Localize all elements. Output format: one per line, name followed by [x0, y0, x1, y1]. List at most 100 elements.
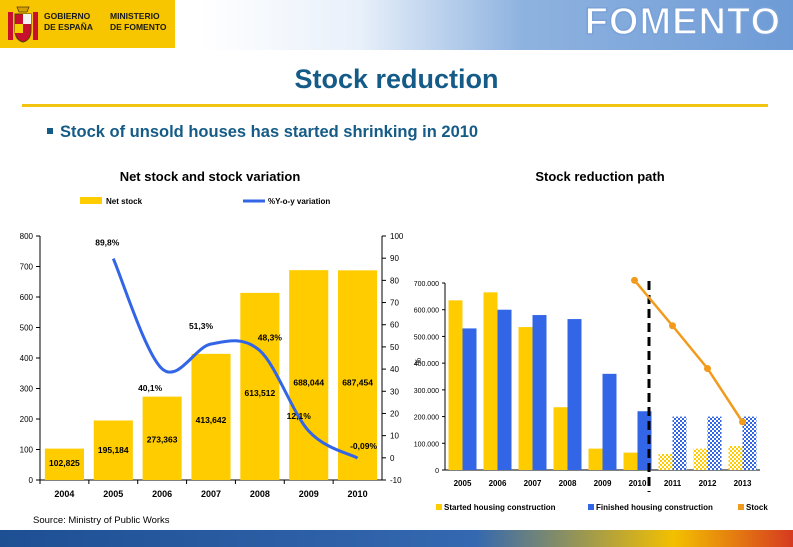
chart1-right-tick-label: 0 [390, 454, 395, 463]
chart2-legend-swatch-finished [588, 504, 594, 510]
gov-line-1: GOBIERNO [44, 11, 91, 21]
chart1-bar-net-stock [240, 292, 280, 480]
chart2-x-tick-label: 2008 [559, 479, 577, 488]
chart2-y-tick-label: 300.000 [414, 388, 439, 395]
chart1-x-tick-label: 2009 [299, 489, 319, 499]
chart2-stock-point [631, 276, 638, 284]
chart1-right-tick-label: 10 [390, 432, 399, 441]
chart2-stock-point [704, 364, 711, 372]
chart1-bar-value-label: 273,363 [147, 434, 178, 444]
chart2-x-tick-label: 2009 [594, 479, 612, 488]
chart2-x-tick-label: 2011 [664, 479, 682, 488]
chart1-x-tick-label: 2005 [103, 489, 123, 499]
chart2-title: Stock reduction path [535, 169, 665, 184]
chart1-bar-net-stock [191, 353, 231, 480]
chart1-right-tick-label: 60 [390, 321, 399, 330]
chart2-line-stock [633, 279, 744, 423]
chart2-bar-finished [707, 416, 722, 470]
chart1-x-tick-label: 2007 [201, 489, 221, 499]
chart1-left-tick-label: 200 [20, 415, 34, 424]
chart2-x-tick-label: 2007 [524, 479, 542, 488]
coat-of-arms-icon [8, 6, 38, 43]
chart2-bar-finished [497, 309, 512, 470]
government-logo-block: GOBIERNO DE ESPAÑA MINISTERIO DE FOMENTO [0, 0, 175, 48]
chart1-left-tick-label: 600 [20, 293, 34, 302]
chart1-bar-net-stock [289, 270, 329, 480]
chart1-right-tick-label: 90 [390, 254, 399, 263]
bullet-square-icon [47, 127, 53, 134]
chart2-bar-finished [602, 373, 617, 470]
chart2-y-tick-label: 700.000 [414, 281, 439, 288]
ministry-line-1: MINISTERIO [110, 11, 160, 21]
chart1-line-value-label: 89,8% [95, 238, 120, 248]
chart2-bar-started [693, 448, 708, 470]
chart1-right-tick-label: -10 [390, 476, 402, 485]
chart2-bar-started [553, 407, 568, 470]
chart2-x-tick-label: 2012 [699, 479, 717, 488]
gov-name: GOBIERNO DE ESPAÑA [44, 11, 93, 33]
chart1-line-value-label: 51,3% [189, 321, 214, 331]
bullet-point: Stock of unsold houses has started shrin… [47, 123, 478, 142]
chart1-bar-value-label: 688,044 [293, 378, 324, 388]
chart2-y-tick-label: 600.000 [414, 308, 439, 315]
chart1-left-tick-label: 300 [20, 385, 34, 394]
chart1-x-tick-label: 2006 [152, 489, 172, 499]
chart1-left-tick-label: 400 [20, 354, 34, 363]
chart1-left-tick-label: 800 [20, 232, 34, 241]
chart2-y-tick-label: 200.000 [414, 415, 439, 422]
chart2-x-tick-label: 2006 [489, 479, 507, 488]
bullet-text: Stock of unsold houses has started shrin… [60, 123, 479, 141]
chart1-right-tick-label: 70 [390, 299, 399, 308]
chart1-right-tick-label: 30 [390, 387, 399, 396]
chart2-x-tick-label: 2013 [734, 479, 752, 488]
chart2-bar-finished [742, 416, 757, 470]
chart2-bar-finished [462, 328, 477, 470]
chart2-bar-started [448, 300, 463, 470]
chart1-left-tick-label: 700 [20, 263, 34, 272]
title-divider [22, 104, 768, 107]
chart1-line-value-label: 40,1% [138, 383, 163, 393]
chart1-bar-net-stock [338, 270, 378, 480]
chart1-bar-net-stock [44, 448, 84, 480]
chart1-right-tick-label: 100 [390, 232, 404, 241]
chart2-bar-started [588, 448, 603, 470]
chart2-legend-swatch-started [436, 504, 442, 510]
footer-bar [0, 530, 793, 547]
chart2-bar-started [483, 292, 498, 470]
chart1-left-tick-label: 0 [29, 476, 34, 485]
chart1-legend-swatch-net-stock [80, 197, 102, 204]
gov-line-2: DE ESPAÑA [44, 22, 93, 32]
chart1-bar-value-label: 102,825 [49, 458, 80, 468]
chart2-bar-started [658, 453, 673, 470]
chart2-bar-started [728, 445, 743, 470]
chart2-x-tick-label: 2010 [629, 479, 647, 488]
chart2-bar-started [623, 452, 638, 470]
slide-title: Stock reduction [294, 64, 499, 94]
chart1-line-value-label: 48,3% [258, 333, 283, 343]
chart1-left-tick-label: 500 [20, 324, 34, 333]
chart1-bar-value-label: 613,512 [244, 388, 275, 398]
chart2-stock-point [739, 418, 746, 426]
chart2-y-tick-label: 500.000 [414, 334, 439, 341]
chart1-line-yoy-variation [111, 258, 359, 460]
chart1-legend-label-net-stock: Net stock [106, 197, 143, 206]
chart1-bar-net-stock [93, 420, 133, 480]
chart1-bar-net-stock [142, 396, 182, 480]
chart1-line-value-label: -0,09% [350, 441, 377, 451]
ministry-line-2: DE FOMENTO [110, 22, 167, 32]
chart1-bar-value-label: 195,184 [98, 445, 129, 455]
chart1-right-axis-label: % [413, 358, 422, 365]
chart2-x-tick-label: 2005 [454, 479, 472, 488]
chart1-x-tick-label: 2008 [250, 489, 270, 499]
chart1-title: Net stock and stock variation [119, 169, 301, 184]
source-note: Source: Ministry of Public Works [33, 515, 170, 526]
header-bar: GOBIERNO DE ESPAÑA MINISTERIO DE FOMENTO… [0, 0, 793, 50]
chart1-line-value-label: 12,1% [287, 411, 312, 421]
chart2-stock-point [669, 322, 676, 330]
chart1-right-tick-label: 50 [390, 343, 399, 352]
chart1-x-tick-label: 2004 [54, 489, 74, 499]
chart1-right-tick-label: 80 [390, 276, 399, 285]
ministry-name: MINISTERIO DE FOMENTO [110, 11, 167, 33]
fomento-logo-text: FOMENTO [584, 0, 781, 44]
